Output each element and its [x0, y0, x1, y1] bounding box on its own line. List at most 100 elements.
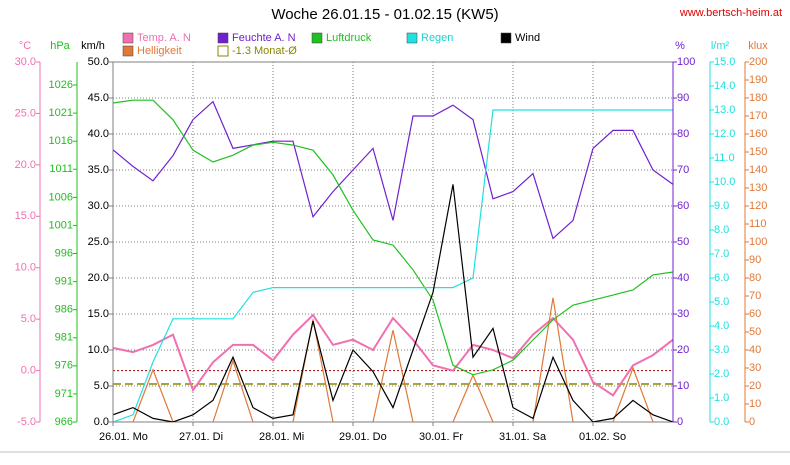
y-tick-label: 9.0 — [714, 200, 729, 212]
grid — [113, 62, 673, 422]
series-line — [113, 109, 673, 422]
y-tick-label: 0 — [749, 416, 755, 428]
legend-label: Helligkeit — [137, 45, 182, 57]
y-tick-label: 11.0 — [714, 152, 735, 164]
y-tick-label: 25.0 — [88, 236, 109, 248]
y-tick-label: 1006 — [49, 191, 73, 203]
y-tick-label: 140 — [749, 164, 767, 176]
series-line — [113, 99, 673, 376]
y-tick-label: 0.0 — [21, 364, 36, 376]
y-tick-label: 10.0 — [88, 344, 109, 356]
y-tick-label: 130 — [749, 182, 767, 194]
y-tick-label: 200 — [749, 56, 767, 68]
y-tick-label: 1026 — [49, 79, 73, 91]
y-tick-label: 14.0 — [714, 80, 735, 92]
legend-label: Wind — [515, 32, 540, 44]
y-tick-label: 30 — [749, 362, 761, 374]
y-tick-label: 45.0 — [88, 92, 109, 104]
y-tick-label: 10.0 — [15, 262, 36, 274]
source-link[interactable]: www.bertsch-heim.at — [679, 7, 782, 19]
y-tick-label: 986 — [55, 304, 73, 316]
y-tick-label: 30 — [677, 308, 689, 320]
legend-swatch — [311, 32, 323, 44]
y-tick-label: 180 — [749, 92, 767, 104]
y-tick-label: 40 — [749, 344, 761, 356]
y-tick-label: 25.0 — [15, 107, 36, 119]
y-tick-label: 80 — [677, 128, 689, 140]
x-tick-label: 01.02. So — [579, 431, 626, 443]
y-tick-label: 30.0 — [15, 56, 36, 68]
y-tick-label: 100 — [677, 56, 695, 68]
y-tick-label: 50.0 — [88, 56, 109, 68]
legend-swatch — [406, 32, 418, 44]
y-tick-label: 20 — [749, 380, 761, 392]
y-tick-label: 1001 — [49, 219, 73, 231]
y-tick-label: 160 — [749, 128, 767, 140]
y-tick-label: 971 — [55, 388, 73, 400]
y-tick-label: 20 — [677, 344, 689, 356]
y-tick-label: 100 — [749, 236, 767, 248]
y-tick-label: 5.0 — [714, 296, 729, 308]
axis-unit: km/h — [81, 40, 105, 52]
y-tick-label: 90 — [677, 92, 689, 104]
legend-label: Regen — [421, 32, 453, 44]
series-line — [113, 297, 673, 422]
y-tick-label: 170 — [749, 110, 767, 122]
y-tick-label: 0.0 — [94, 416, 109, 428]
legend-swatch — [217, 32, 229, 44]
y-tick-label: 30.0 — [88, 200, 109, 212]
legend-label: Temp. A. N — [137, 32, 191, 44]
series-line — [113, 184, 673, 422]
y-tick-label: 3.0 — [714, 344, 729, 356]
y-tick-label: 40 — [677, 272, 689, 284]
y-tick-label: 991 — [55, 276, 73, 288]
y-tick-label: 70 — [749, 290, 761, 302]
legend-swatch — [217, 45, 229, 57]
y-tick-label: 12.0 — [714, 128, 735, 140]
axis-unit: % — [675, 40, 685, 52]
x-tick-label: 29.01. Do — [339, 431, 387, 443]
x-tick-label: 27.01. Di — [179, 431, 223, 443]
y-tick-label: 20.0 — [15, 159, 36, 171]
legend-label: Feuchte A. N — [232, 32, 296, 44]
y-tick-label: 4.0 — [714, 320, 729, 332]
y-tick-label: -5.0 — [17, 416, 36, 428]
y-tick-label: 10 — [749, 398, 761, 410]
y-tick-label: 120 — [749, 200, 767, 212]
y-tick-label: 150 — [749, 146, 767, 158]
axis-unit: hPa — [50, 40, 70, 52]
y-tick-label: 15.0 — [88, 308, 109, 320]
y-tick-label: 70 — [677, 164, 689, 176]
y-tick-label: 190 — [749, 74, 767, 86]
x-tick-label: 31.01. Sa — [499, 431, 547, 443]
legend-swatch — [122, 45, 134, 57]
y-tick-label: 5.0 — [21, 313, 36, 325]
y-tick-label: 40.0 — [88, 128, 109, 140]
legend-swatch — [500, 32, 512, 44]
legend-label: Luftdruck — [326, 32, 372, 44]
y-tick-label: 13.0 — [714, 104, 735, 116]
x-tick-label: 28.01. Mi — [259, 431, 304, 443]
y-tick-label: 0 — [677, 416, 683, 428]
y-tick-label: 1011 — [49, 163, 73, 175]
y-tick-label: 966 — [55, 416, 73, 428]
axis-unit: l/m² — [711, 40, 730, 52]
y-tick-label: 50 — [749, 326, 761, 338]
legend-label: -1.3 Monat-Ø — [232, 45, 297, 57]
y-tick-label: 7.0 — [714, 248, 729, 260]
y-tick-label: 15.0 — [714, 56, 735, 68]
y-tick-label: 10 — [677, 380, 689, 392]
y-tick-label: 996 — [55, 247, 73, 259]
legend-swatch — [122, 32, 134, 44]
y-tick-label: 15.0 — [15, 210, 36, 222]
y-tick-label: 50 — [677, 236, 689, 248]
y-tick-label: 2.0 — [714, 368, 729, 380]
y-tick-label: 60 — [749, 308, 761, 320]
y-tick-label: 0.0 — [714, 416, 729, 428]
y-tick-label: 976 — [55, 360, 73, 372]
chart-title: Woche 26.01.15 - 01.02.15 (KW5) — [271, 6, 498, 23]
y-tick-label: 1021 — [49, 107, 73, 119]
